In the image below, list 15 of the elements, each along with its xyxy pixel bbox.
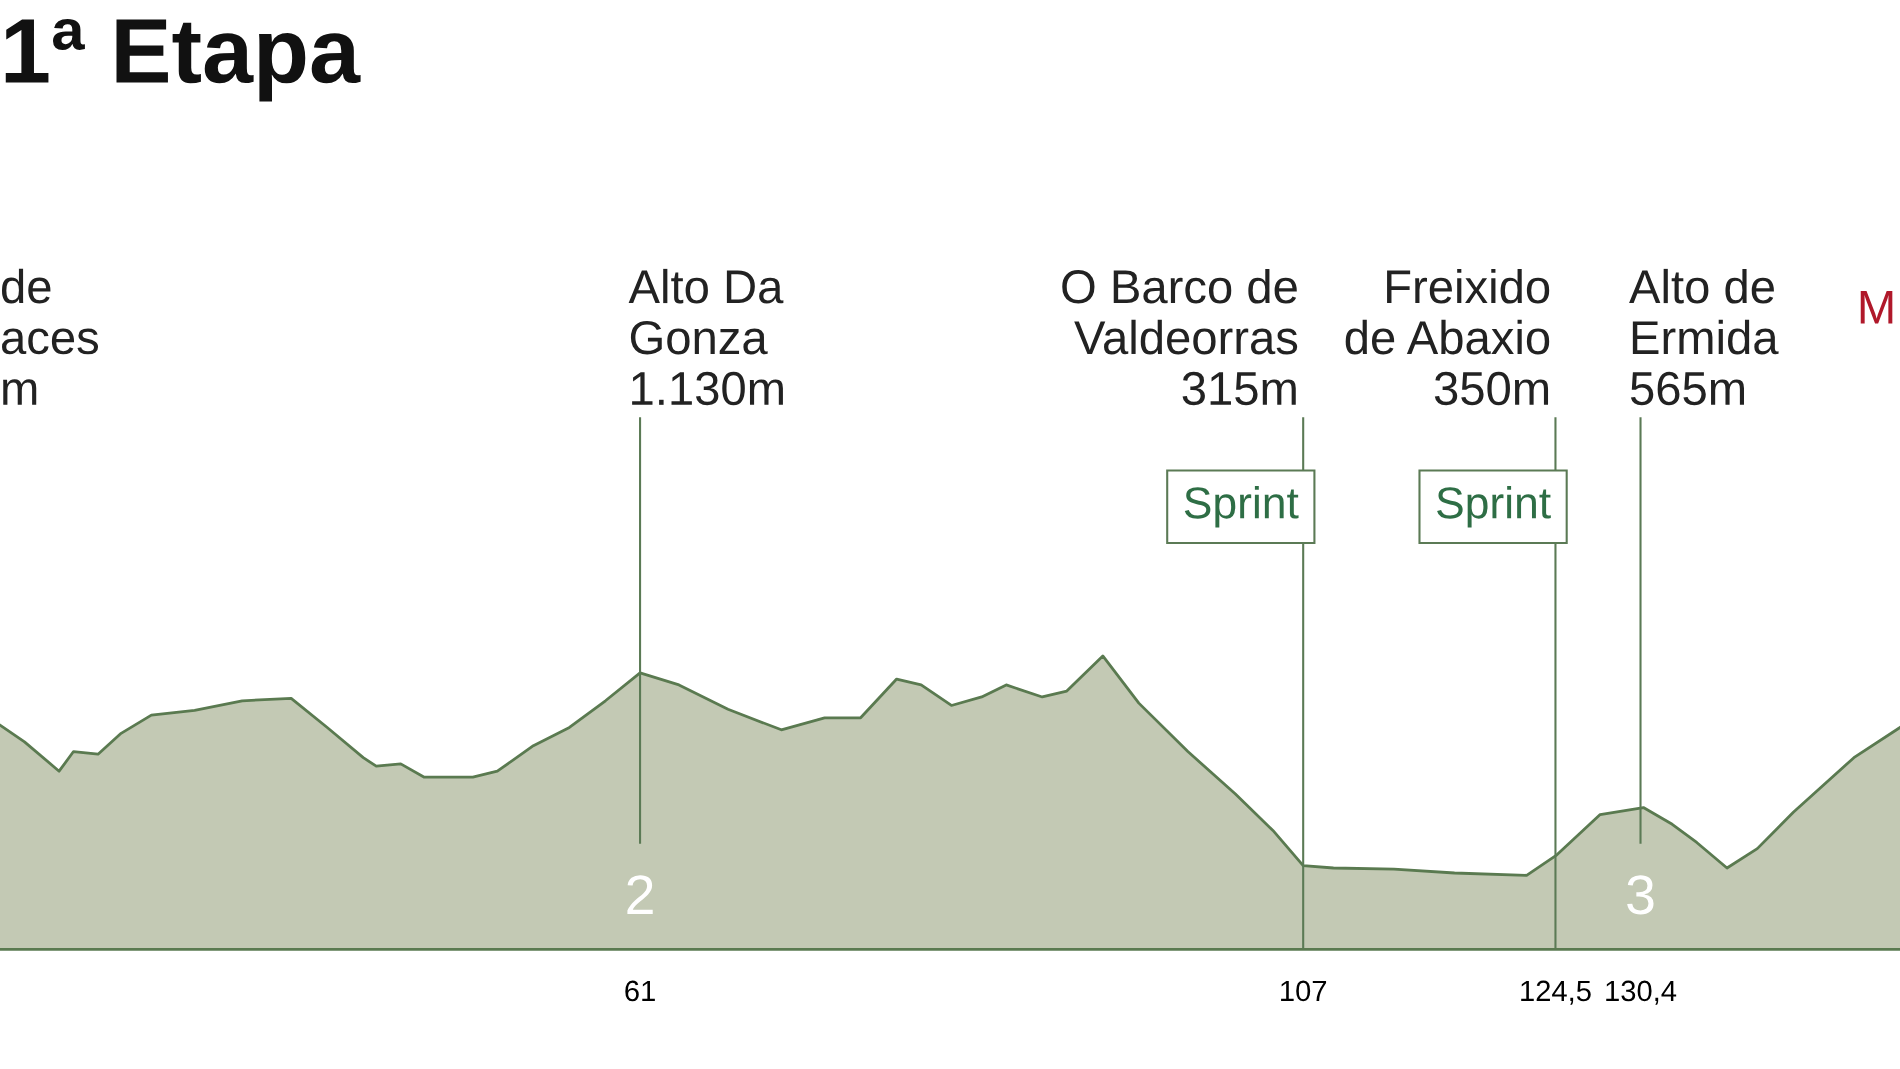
x-tick-label: 61	[625, 980, 655, 1002]
ref-line-label: Freixido de Abaxio 350m	[1345, 268, 1550, 406]
annotation: Sprint	[1184, 486, 1299, 528]
x-tick-label: 130,4	[1606, 980, 1677, 1005]
ref-line-label: Alto de Ermida 565m	[1629, 268, 1779, 406]
text: M	[1860, 291, 1893, 324]
text: de aces m	[1, 268, 99, 405]
x-tick-label: 124,5	[1521, 980, 1591, 1005]
x-tick-label: 107	[1281, 980, 1327, 1002]
ref-line-label: Alto Da Gonza 1.130m	[628, 268, 784, 406]
annotation: Sprint	[1437, 486, 1551, 528]
ref-line-label: O Barco de Valdeorras 315m	[1062, 268, 1298, 406]
annotation: 3	[1627, 875, 1654, 915]
chart-title: 1ª Etapa	[5, 18, 361, 102]
annotation: 2	[627, 875, 653, 914]
